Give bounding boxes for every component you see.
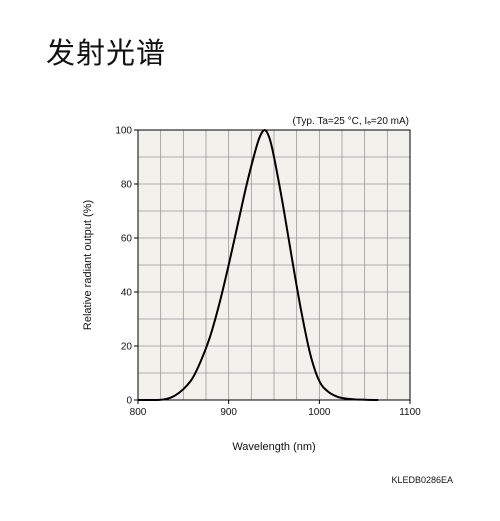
page-title: 发射光谱 — [46, 36, 167, 70]
x-tick-label: 900 — [220, 407, 237, 418]
y-tick-label: 20 — [121, 342, 133, 353]
figure-code: KLEDB0286EA — [391, 475, 453, 485]
x-tick-label: 1100 — [399, 407, 421, 418]
plot-frame — [137, 129, 411, 401]
y-tick-label: 40 — [121, 288, 133, 299]
grid-lines — [138, 130, 410, 400]
y-tick-label: 60 — [121, 234, 133, 245]
y-tick-label: 0 — [126, 396, 132, 407]
tick-labels: 800 900 1000 1100 0 20 40 60 80 100 — [115, 126, 421, 419]
x-axis-title: Wavelength (nm) — [232, 441, 315, 453]
y-axis-title: Relative radiant output (%) — [82, 200, 94, 330]
measurement-condition: (Typ. Ta=25 °C, Iₑ=20 mA) — [293, 116, 409, 127]
x-tick-label: 800 — [130, 407, 147, 418]
x-tick-label: 1000 — [308, 407, 331, 418]
y-tick-label: 80 — [121, 180, 133, 191]
y-tick-label: 100 — [115, 126, 132, 137]
